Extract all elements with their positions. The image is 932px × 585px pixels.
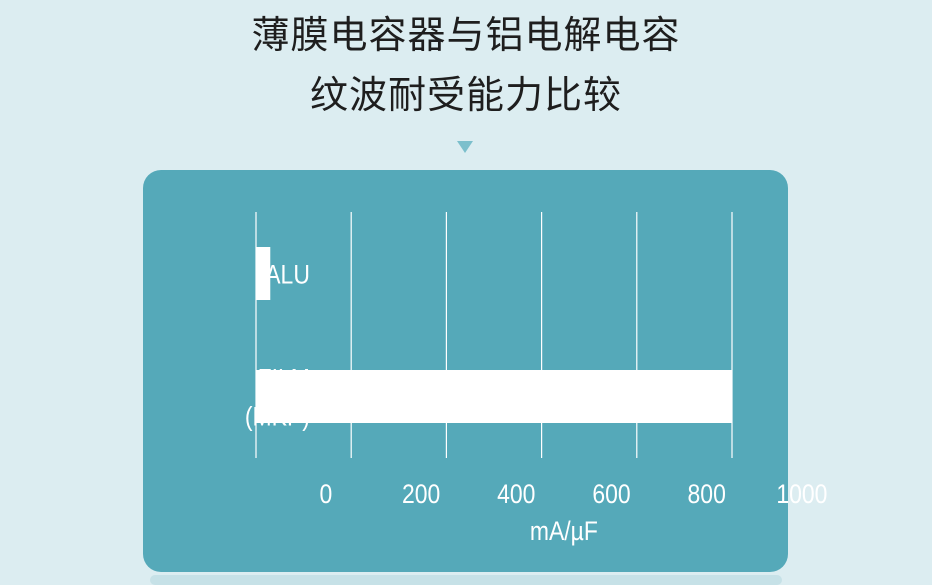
x-tick-label: 400: [497, 479, 535, 509]
triangle-down-icon: [457, 141, 473, 153]
chart-title-line-2: 纹波耐受能力比较: [309, 73, 622, 117]
x-tick-label: 800: [688, 479, 726, 509]
x-tick-label: 600: [592, 479, 630, 509]
bar-film: [256, 370, 732, 423]
y-category-label: (MKP): [245, 402, 310, 432]
bottom-strip: [150, 575, 782, 585]
bar-alu: [256, 247, 271, 300]
y-category-label: ALU: [265, 260, 310, 290]
x-tick-label: 1000: [776, 479, 827, 509]
x-tick-label: 0: [320, 479, 333, 509]
x-axis-label: mA/µF: [530, 516, 598, 546]
chart-title-line-1: 薄膜电容器与铝电解电容: [251, 13, 681, 57]
x-tick-label: 200: [402, 479, 440, 509]
y-category-label: FILM: [258, 364, 310, 394]
